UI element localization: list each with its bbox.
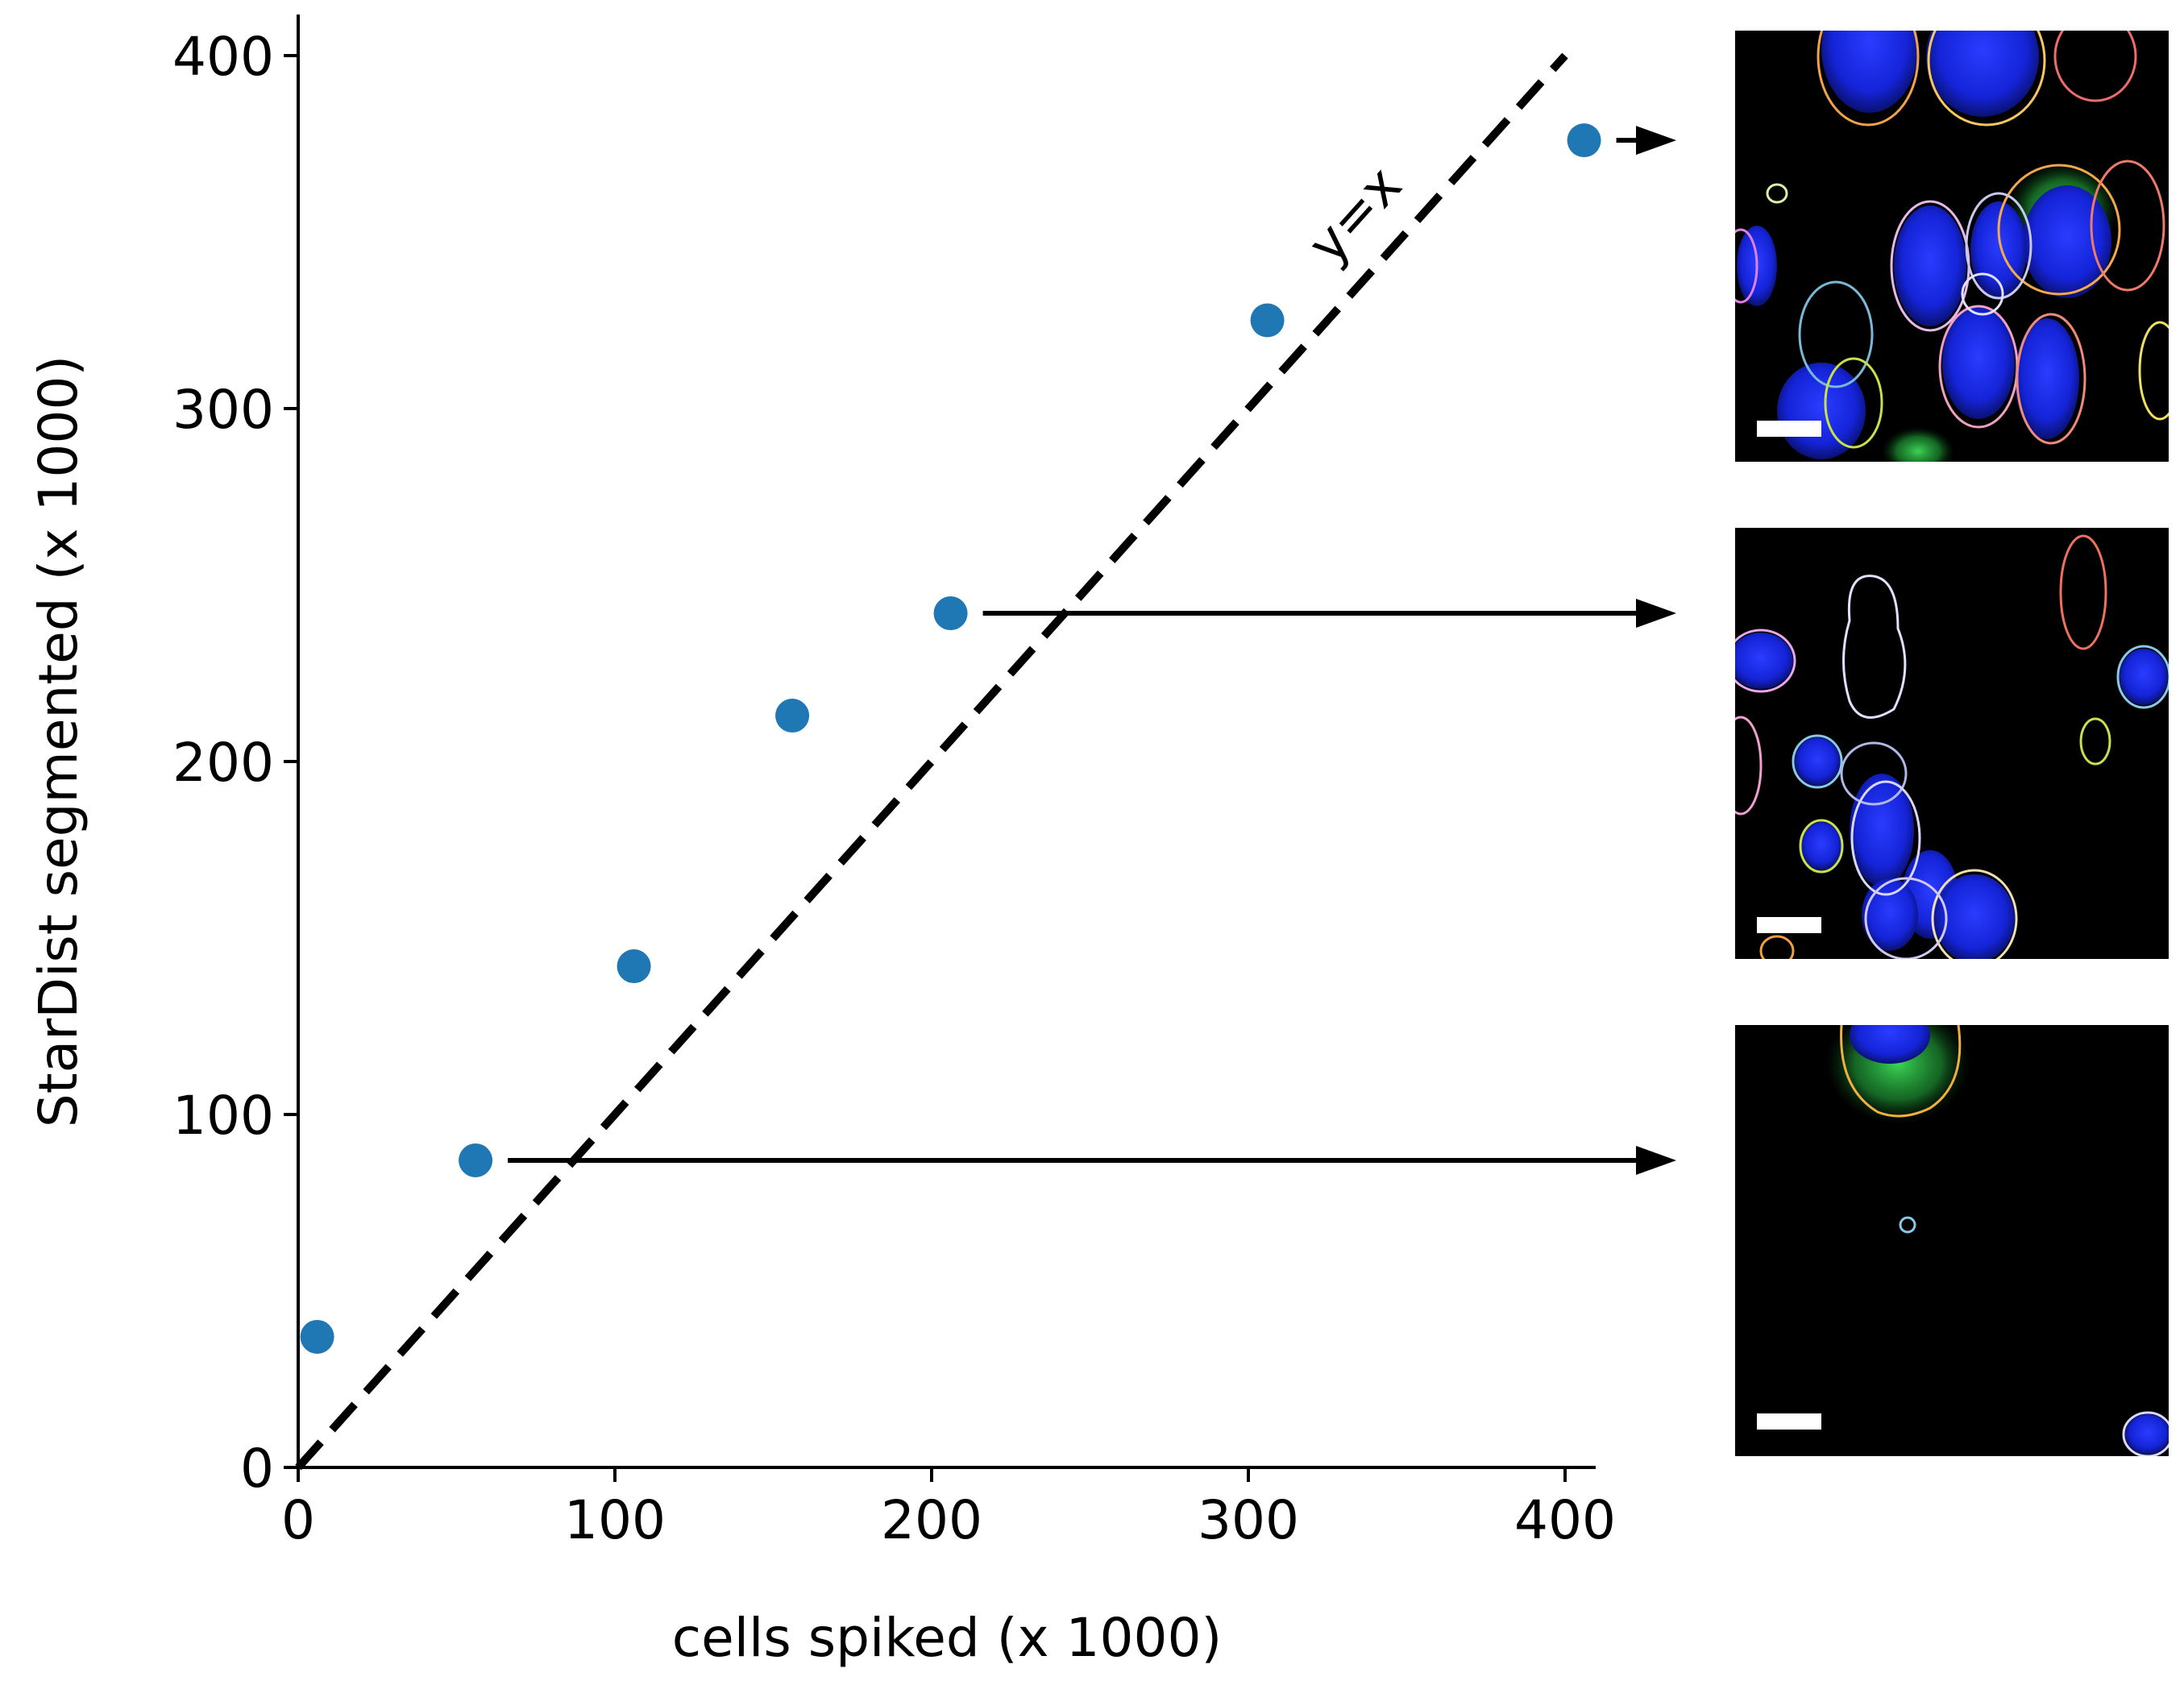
data-point (775, 699, 810, 733)
callout-arrowhead (1636, 126, 1676, 156)
x-tick-label: 100 (564, 1489, 666, 1551)
axis-ticks (284, 54, 1567, 1482)
x-tick-label: 400 (1514, 1489, 1616, 1551)
data-point (300, 1319, 334, 1354)
scale-bar (1757, 421, 1821, 437)
x-tick-label: 200 (881, 1489, 982, 1551)
callout-arrows (508, 126, 1676, 1175)
y-axis-title: StarDist segmented (x 1000) (27, 355, 89, 1127)
callout-arrowhead (1636, 1145, 1676, 1175)
inset-middle (1735, 528, 2169, 959)
inset-bottom (1735, 1025, 2169, 1456)
data-point (459, 1143, 493, 1177)
scale-bar (1757, 917, 1821, 933)
scatter-points (300, 123, 1601, 1354)
scale-bar (1757, 1413, 1821, 1430)
data-point (1250, 303, 1285, 338)
data-point (617, 949, 651, 984)
tick-labels: 0 100 200 300 400 0 100 200 300 400 (172, 26, 1616, 1551)
data-point (1567, 123, 1601, 158)
callout-arrowhead (1636, 599, 1676, 629)
x-tick-label: 300 (1198, 1489, 1299, 1551)
y-tick-label: 200 (172, 732, 274, 794)
y-tick-label: 300 (172, 379, 274, 441)
reference-line-label: y=x (1296, 155, 1414, 276)
inset-top (1735, 31, 2169, 462)
y-tick-label: 400 (172, 26, 274, 88)
y-tick-label: 0 (240, 1438, 274, 1500)
reference-line-y-equals-x (295, 52, 1568, 1471)
y-tick-label: 100 (172, 1085, 274, 1147)
x-axis-title: cells spiked (x 1000) (672, 1607, 1222, 1669)
data-point (933, 596, 968, 631)
x-tick-label: 0 (281, 1489, 315, 1551)
